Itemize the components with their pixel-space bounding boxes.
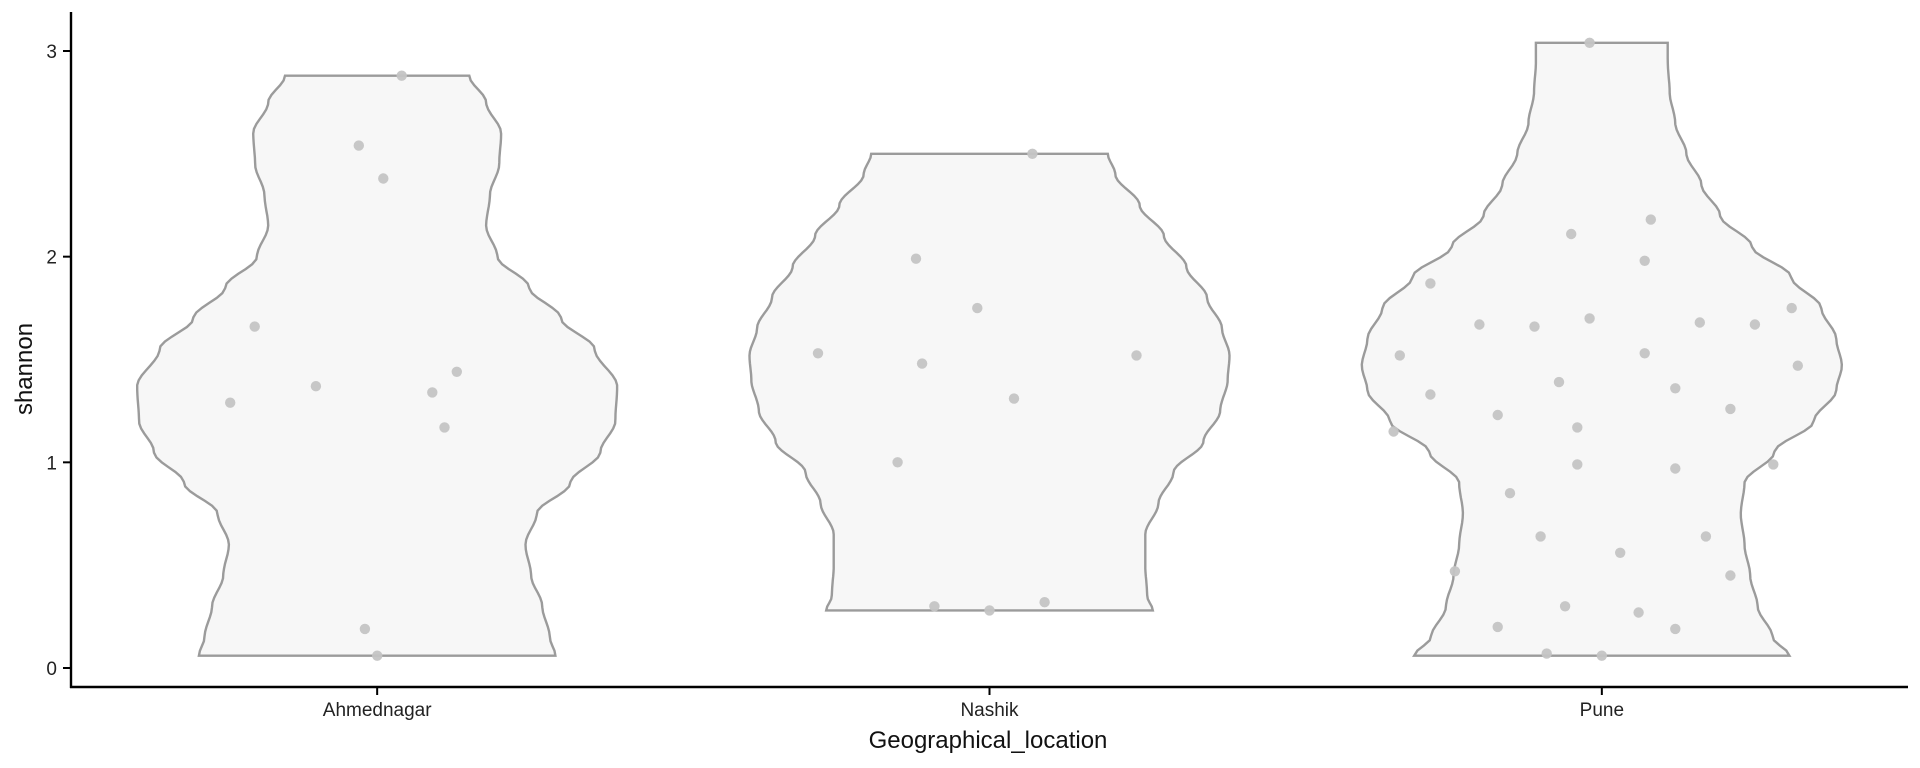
data-point-pune <box>1492 409 1503 421</box>
x-axis-ticks: Ahmednagar Nashik Pune <box>323 687 1624 721</box>
data-point-pune <box>1786 302 1797 314</box>
data-point-pune <box>1394 350 1406 361</box>
data-point-nashik <box>1039 597 1050 608</box>
points-layer <box>225 37 1804 661</box>
data-point-pune <box>1768 459 1779 470</box>
data-point-pune <box>1566 228 1577 240</box>
data-point-pune <box>1535 531 1546 542</box>
data-point-nashik <box>929 601 940 612</box>
data-point-nashik <box>1027 148 1038 159</box>
violin-ahmednagar <box>136 74 619 657</box>
data-point-pune <box>1633 607 1644 618</box>
data-point-pune <box>1639 255 1650 266</box>
data-point-pune <box>1572 459 1583 470</box>
data-point-pune <box>1725 570 1736 581</box>
data-point-ahmednagar <box>372 650 383 661</box>
data-point-pune <box>1615 547 1626 558</box>
violin-pune <box>1360 41 1844 657</box>
data-point-nashik <box>892 457 903 468</box>
data-point-ahmednagar <box>353 140 364 151</box>
data-point-nashik <box>984 605 995 616</box>
data-point-pune <box>1388 426 1399 437</box>
data-point-pune <box>1425 278 1436 289</box>
data-point-pune <box>1572 422 1583 433</box>
data-point-pune <box>1694 317 1706 328</box>
data-point-pune <box>1639 348 1650 359</box>
data-point-pune <box>1425 389 1436 400</box>
data-point-pune <box>1670 463 1681 474</box>
data-point-nashik <box>1008 393 1020 404</box>
y-axis-title: shannon <box>11 323 38 415</box>
violin-nashik <box>748 152 1231 612</box>
data-point-nashik <box>972 302 983 314</box>
data-point-pune <box>1504 488 1516 499</box>
data-point-pune <box>1541 648 1552 659</box>
x-tick-label: Pune <box>1580 700 1624 721</box>
y-tick-label: 2 <box>46 248 57 269</box>
data-point-nashik <box>1131 350 1142 361</box>
data-point-ahmednagar <box>451 366 462 377</box>
data-point-ahmednagar <box>310 381 322 392</box>
data-point-pune <box>1596 650 1608 661</box>
data-point-nashik <box>910 253 922 264</box>
data-point-ahmednagar <box>378 173 389 184</box>
data-point-pune <box>1559 601 1571 612</box>
data-point-ahmednagar <box>249 321 260 332</box>
y-tick-label: 3 <box>46 42 57 63</box>
x-axis-title: Geographical_location <box>869 727 1108 754</box>
data-point-pune <box>1670 383 1681 394</box>
data-point-pune <box>1584 37 1595 48</box>
data-point-nashik <box>916 358 928 369</box>
data-point-pune <box>1584 313 1595 324</box>
y-tick-label: 1 <box>46 453 57 474</box>
violins-layer <box>136 41 1844 657</box>
data-point-pune <box>1725 403 1736 415</box>
data-point-pune <box>1645 214 1657 225</box>
data-point-pune <box>1492 621 1503 633</box>
data-point-nashik <box>812 348 824 359</box>
y-axis-ticks: 0 1 2 3 <box>46 42 71 680</box>
x-tick-label: Nashik <box>960 700 1019 721</box>
data-point-ahmednagar <box>427 387 438 398</box>
data-point-ahmednagar <box>396 70 407 81</box>
data-point-pune <box>1749 319 1761 330</box>
data-point-ahmednagar <box>439 422 450 433</box>
data-point-pune <box>1553 376 1565 388</box>
y-tick-label: 0 <box>46 659 57 680</box>
x-tick-label: Ahmednagar <box>323 700 432 721</box>
data-point-pune <box>1670 623 1681 635</box>
data-point-pune <box>1529 321 1540 332</box>
data-point-pune <box>1792 360 1804 371</box>
data-point-pune <box>1474 319 1485 330</box>
data-point-pune <box>1449 566 1461 577</box>
data-point-ahmednagar <box>225 397 236 408</box>
data-point-ahmednagar <box>359 623 371 635</box>
data-point-pune <box>1700 531 1712 542</box>
